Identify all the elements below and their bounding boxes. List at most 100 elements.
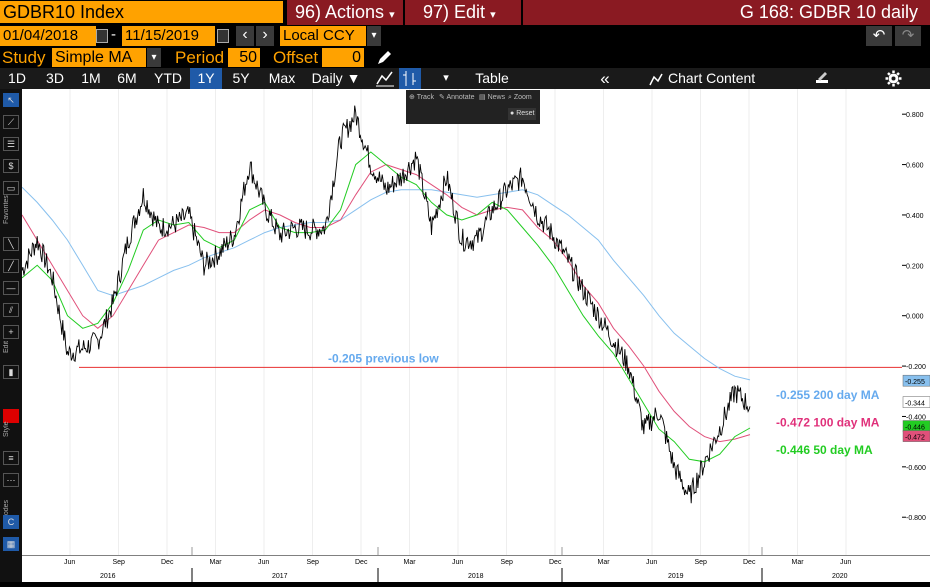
chart-content-label: Chart Content [668, 70, 756, 86]
gear-icon [885, 70, 902, 87]
x-tick-label: Sep [113, 559, 126, 566]
zoom-label: Zoom [513, 94, 532, 101]
track-icon: ⊕ [409, 94, 415, 101]
currency-select[interactable]: Local CCY [280, 26, 366, 46]
last-value-text: -0.446 [905, 425, 925, 432]
trendline-icon[interactable]: ⟋ [3, 115, 19, 129]
period-6m[interactable]: 6M [117, 70, 137, 86]
popup-track-button[interactable]: ⊕ Track [409, 92, 434, 103]
last-value-text: -0.344 [905, 401, 925, 408]
period-field[interactable]: 50 [228, 48, 260, 67]
popup-reset-button[interactable]: ● Reset [508, 108, 537, 120]
y-tick-label: 0.200 [906, 263, 924, 270]
x-tick-label: Sep [307, 559, 320, 566]
popup-news-button[interactable]: ▤ News [479, 92, 505, 103]
offset-field[interactable]: 0 [322, 48, 364, 67]
period-1y[interactable]: 1Y [190, 68, 222, 89]
popup-annotate-button[interactable]: ✎ Annotate [439, 92, 474, 103]
price-series-line [21, 105, 751, 504]
favorites-tab[interactable]: Favorites [3, 195, 10, 225]
chevron-down-icon: ▾ [389, 9, 395, 21]
date-range-bar: 01/04/2018 - 11/15/2019 ‹ › Local CCY ▾ … [0, 25, 930, 47]
channel-tool-icon[interactable]: ⫽ [3, 303, 19, 317]
ma50-label: -0.446 50 day MA [776, 443, 873, 457]
pencil-icon[interactable] [376, 50, 392, 66]
period-1d[interactable]: 1D [8, 70, 26, 86]
end-date-field[interactable]: 11/15/2019 [122, 26, 215, 46]
bar-chart-icon [403, 71, 416, 86]
ray-tool-icon[interactable]: ╱ [3, 259, 19, 273]
ma-series-line [21, 151, 751, 463]
ticker-field[interactable]: GDBR10 Index [0, 1, 283, 23]
study-dropdown-icon[interactable]: ▾ [147, 48, 161, 67]
period-label: Period [175, 48, 225, 67]
edit-chart-icon[interactable] [814, 70, 830, 86]
line-chart-icon[interactable] [374, 68, 396, 89]
trash-icon[interactable]: ▮ [3, 365, 19, 379]
price-icon[interactable]: $ [3, 159, 19, 173]
x-tick-label: Dec [743, 559, 756, 566]
y-tick-label: -0.200 [906, 364, 926, 371]
pointer-icon[interactable]: ↖ [3, 93, 19, 107]
track-label: Track [416, 94, 434, 101]
line-tool-icon[interactable]: ╲ [3, 237, 19, 251]
hline-tool-icon[interactable]: — [3, 281, 19, 295]
x-tick-label: Sep [501, 559, 514, 566]
period-max[interactable]: Max [268, 70, 296, 86]
period-3d[interactable]: 3D [46, 70, 64, 86]
header-bar: GDBR10 Index 96) Actions ▾ 97) Edit ▾ G … [0, 0, 930, 25]
chart-title-text: G 168: GDBR 10 daily [739, 2, 918, 22]
popup-zoom-button[interactable]: ⌕ Zoom [508, 92, 532, 103]
cross-tool-icon[interactable]: + [3, 325, 19, 339]
y-tick-label: -0.400 [906, 414, 926, 421]
mode-icon[interactable]: C [3, 515, 19, 529]
prev-period-button[interactable]: ‹ [236, 26, 254, 46]
chart-popup-toolbar: ⊕ Track ✎ Annotate ▤ News ⌕ Zoom ● Reset [406, 90, 540, 124]
frequency-select[interactable]: Daily ▼ [311, 70, 361, 86]
calendar-icon[interactable] [96, 29, 108, 43]
y-tick-label: 0.400 [906, 213, 924, 220]
study-label: Study [2, 48, 46, 67]
edit-tab[interactable]: Edit [3, 340, 10, 354]
chart-type-dropdown[interactable]: ▾ [443, 72, 449, 84]
chart-title: G 168: GDBR 10 daily [523, 0, 930, 25]
period-ytd[interactable]: YTD [154, 70, 182, 86]
x-axis: Jun Sep Dec Mar Jun Sep Dec Mar Jun Sep Dec Mar Jun S… [22, 554, 930, 582]
mode-grid-icon[interactable]: ▦ [3, 537, 19, 551]
y-tick-label: -0.800 [906, 515, 926, 522]
chart-content-button[interactable]: Chart Content [646, 68, 776, 89]
ma100-label: -0.472 100 day MA [776, 416, 880, 430]
x-tick-label: Dec [355, 559, 368, 566]
calendar-icon[interactable] [217, 29, 229, 43]
line-width-icon[interactable]: ⋯ [3, 473, 19, 487]
table-button[interactable]: Table [475, 70, 509, 86]
redo-button[interactable]: ↷ [895, 26, 921, 46]
chart-plot-area[interactable]: -0.205 previous low -0.255 200 day MA -0.4… [21, 89, 902, 555]
study-select[interactable]: Simple MA [52, 48, 146, 67]
color-swatch-icon[interactable] [3, 409, 19, 423]
gear-icon[interactable] [885, 70, 902, 87]
style-tab[interactable]: Style [3, 421, 10, 437]
bar-chart-icon[interactable] [399, 68, 421, 89]
pencil-icon [378, 51, 391, 64]
x-tick-label: Jun [258, 559, 269, 566]
edit-menu[interactable]: 97) Edit ▾ [405, 0, 521, 25]
undo-button[interactable]: ↶ [866, 26, 892, 46]
fibonacci-icon[interactable]: ☰ [3, 137, 19, 151]
actions-menu[interactable]: 96) Actions ▾ [287, 0, 403, 25]
start-date-field[interactable]: 01/04/2018 [0, 26, 96, 46]
x-tick-label: Mar [792, 559, 805, 566]
period-1m[interactable]: 1M [81, 70, 101, 86]
year-label: 2017 [272, 573, 288, 580]
currency-dropdown-icon[interactable]: ▾ [367, 26, 381, 46]
next-period-button[interactable]: › [256, 26, 274, 46]
x-tick-label: Sep [695, 559, 708, 566]
collapse-button[interactable]: « [600, 69, 610, 88]
y-axis-svg: 0.800 0.600 0.400 0.200 0.000 -0.200 -0.400 -0.… [902, 112, 930, 522]
line-style-icon[interactable]: ≡ [3, 451, 19, 465]
shape-icon[interactable]: ▭ [3, 181, 19, 195]
chevron-down-icon: ▾ [490, 9, 496, 21]
price-chart: -0.205 previous low -0.255 200 day MA -0.4… [21, 89, 902, 555]
last-value-badge [902, 430, 930, 442]
period-5y[interactable]: 5Y [232, 70, 250, 86]
